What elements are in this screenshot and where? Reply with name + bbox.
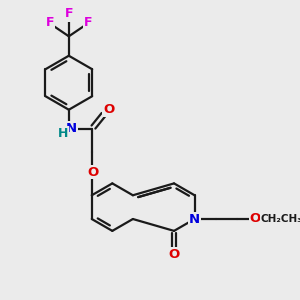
- Text: O: O: [103, 103, 114, 116]
- Text: F: F: [84, 16, 92, 29]
- Text: O: O: [249, 212, 261, 225]
- Text: H: H: [58, 127, 69, 140]
- Text: N: N: [189, 212, 200, 226]
- Text: F: F: [45, 16, 54, 29]
- Text: O: O: [88, 166, 99, 178]
- Text: N: N: [66, 122, 77, 135]
- Text: CH₂CH₃: CH₂CH₃: [260, 214, 300, 224]
- Text: O: O: [168, 248, 180, 261]
- Text: F: F: [65, 7, 74, 20]
